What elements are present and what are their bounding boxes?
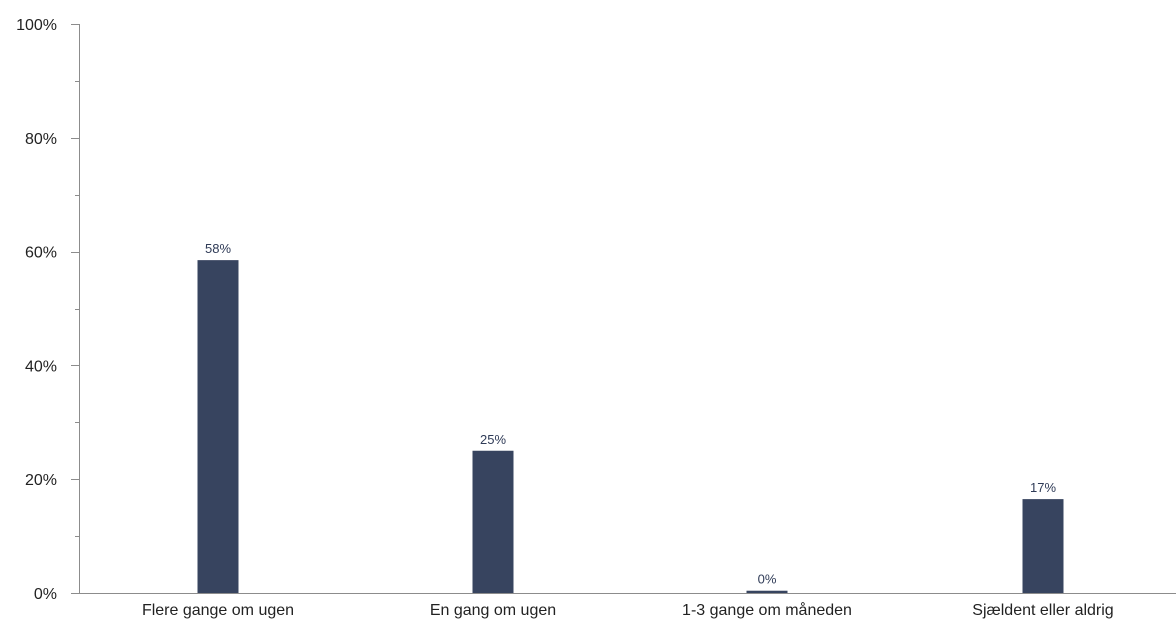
y-tick-label: 0% (34, 586, 57, 603)
data-label: 0% (758, 572, 777, 587)
category-labels: Flere gange om ugen En gang om ugen 1-3 ga… (142, 601, 1114, 619)
data-labels: 58% 25% 0% 17% (205, 241, 1056, 587)
y-tick-label: 40% (25, 358, 57, 375)
data-label: 25% (480, 432, 506, 447)
category-label: Sjældent eller aldrig (972, 602, 1113, 619)
bar (197, 260, 239, 593)
category-label: En gang om ugen (430, 602, 556, 619)
bars (197, 260, 1064, 593)
category-label: Flere gange om ugen (142, 602, 294, 619)
bar (472, 450, 514, 593)
data-label: 17% (1030, 480, 1056, 495)
y-tick-label: 60% (25, 245, 57, 262)
category-label: 1-3 gange om måneden (682, 601, 852, 619)
bar (746, 590, 788, 593)
bar (1022, 499, 1064, 593)
y-axis: 0% 20% 40% 60% 80% 100% (16, 17, 80, 603)
y-tick-label: 20% (25, 472, 57, 489)
y-tick-label: 100% (16, 17, 57, 34)
data-label: 58% (205, 241, 231, 256)
y-tick-label: 80% (25, 131, 57, 148)
